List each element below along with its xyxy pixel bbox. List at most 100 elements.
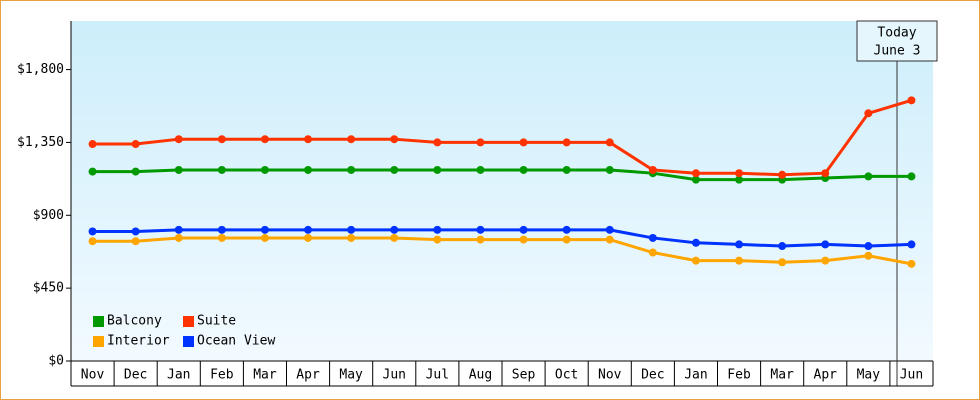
x-tick-label: Apr <box>814 368 838 383</box>
point <box>519 225 528 234</box>
x-tick-label: Mar <box>770 368 794 383</box>
point <box>390 165 399 174</box>
legend-swatch <box>93 336 104 347</box>
y-tick-label: $1,800 <box>17 62 64 77</box>
x-tick-label: Mar <box>253 368 277 383</box>
x-tick-label: Nov <box>598 368 622 383</box>
point <box>217 225 226 234</box>
today-date: June 3 <box>874 44 921 59</box>
point <box>433 225 442 234</box>
point <box>476 235 485 244</box>
series-line <box>92 236 912 266</box>
point <box>605 235 614 244</box>
point <box>217 165 226 174</box>
point <box>88 140 97 149</box>
x-tick-label: Jul <box>426 368 449 383</box>
point <box>131 140 140 149</box>
x-tick-label: Jan <box>684 368 707 383</box>
point <box>562 138 571 147</box>
point <box>907 240 916 249</box>
point <box>260 225 269 234</box>
point <box>304 233 313 242</box>
x-tick-label: Jun <box>900 368 923 383</box>
point <box>174 135 183 144</box>
x-tick-label: Jun <box>383 368 406 383</box>
point <box>304 165 313 174</box>
point <box>648 233 657 242</box>
point <box>864 172 873 181</box>
point <box>519 165 528 174</box>
point <box>691 169 700 178</box>
y-tick-label: $1,350 <box>17 135 64 150</box>
x-tick-label: May <box>857 368 881 383</box>
point <box>347 233 356 242</box>
today-label: Today <box>877 26 916 41</box>
point <box>821 256 830 265</box>
point <box>778 170 787 179</box>
point <box>131 167 140 176</box>
point <box>347 165 356 174</box>
series-line <box>92 168 912 182</box>
point <box>778 258 787 267</box>
point <box>260 165 269 174</box>
point <box>131 227 140 236</box>
point <box>735 175 744 184</box>
point <box>605 165 614 174</box>
point <box>562 235 571 244</box>
legend-label: Ocean View <box>197 334 275 349</box>
x-tick-label: Aug <box>469 368 492 383</box>
point <box>433 235 442 244</box>
point <box>476 225 485 234</box>
x-tick-label: Nov <box>81 368 105 383</box>
y-tick-label: $450 <box>33 281 64 296</box>
point <box>691 238 700 247</box>
point <box>260 233 269 242</box>
point <box>864 242 873 251</box>
point <box>735 169 744 178</box>
point <box>519 138 528 147</box>
point <box>907 259 916 268</box>
point <box>691 256 700 265</box>
x-tick-label: Apr <box>296 368 320 383</box>
point <box>476 165 485 174</box>
legend-label: Interior <box>107 334 170 349</box>
x-tick-label: Feb <box>727 368 751 383</box>
x-tick-label: Feb <box>210 368 234 383</box>
point <box>648 248 657 257</box>
point <box>433 165 442 174</box>
point <box>347 135 356 144</box>
point <box>821 169 830 178</box>
point <box>605 138 614 147</box>
series-line <box>92 98 912 177</box>
point <box>519 235 528 244</box>
point <box>390 233 399 242</box>
legend-swatch <box>183 316 194 327</box>
x-tick-label: Oct <box>555 368 578 383</box>
point <box>476 138 485 147</box>
legend-swatch <box>93 316 104 327</box>
series-line <box>92 228 912 248</box>
point <box>907 96 916 105</box>
point <box>304 135 313 144</box>
point <box>735 256 744 265</box>
point <box>174 225 183 234</box>
point <box>217 233 226 242</box>
point <box>390 135 399 144</box>
y-tick-label: $900 <box>33 208 64 223</box>
point <box>347 225 356 234</box>
point <box>778 242 787 251</box>
point <box>304 225 313 234</box>
point <box>174 233 183 242</box>
point <box>691 175 700 184</box>
x-tick-label: Jan <box>167 368 190 383</box>
point <box>648 165 657 174</box>
point <box>562 165 571 174</box>
point <box>605 225 614 234</box>
point <box>735 240 744 249</box>
x-tick-label: Dec <box>641 368 664 383</box>
y-tick-label: $0 <box>48 354 64 369</box>
point <box>174 165 183 174</box>
point <box>433 138 442 147</box>
